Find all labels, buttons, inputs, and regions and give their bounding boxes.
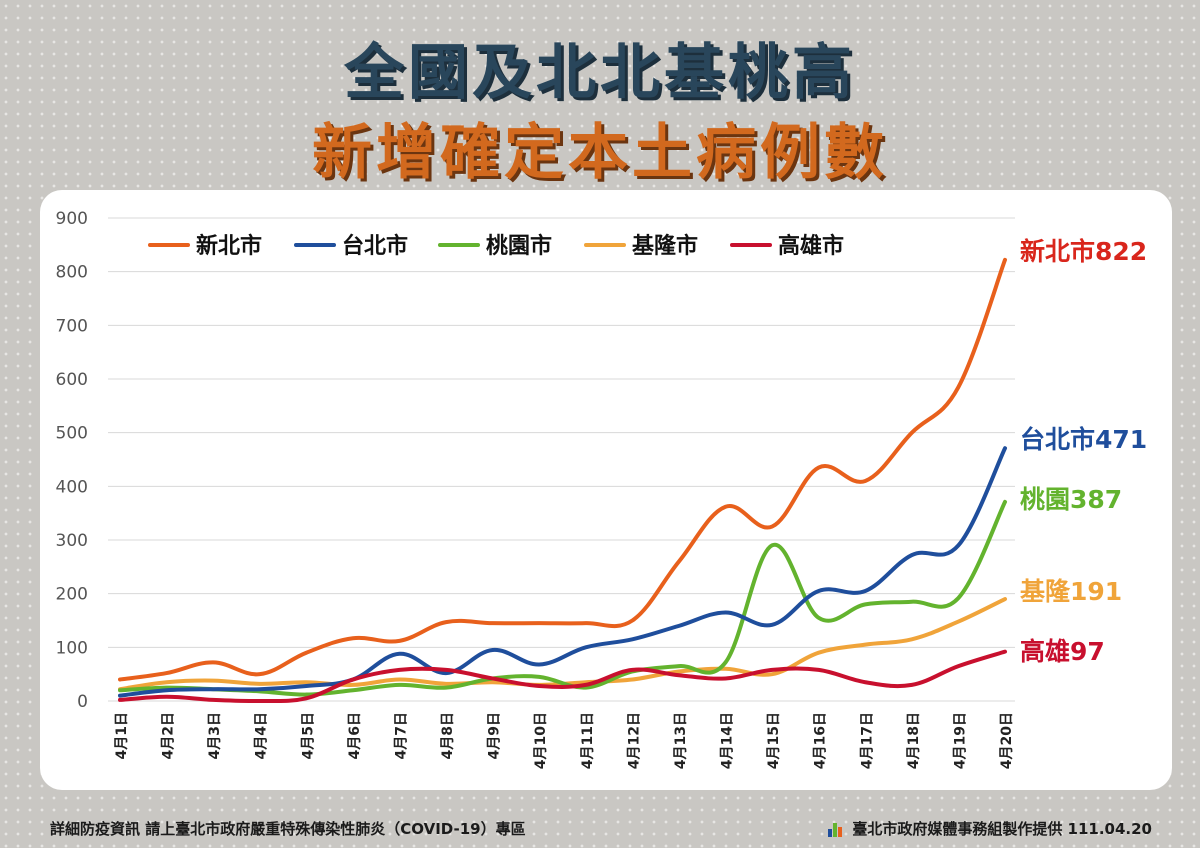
y-tick-label: 800 [56,263,88,283]
title-line-2: 新增確定本土病例數 [312,118,888,188]
x-tick-label: 4月2日 [161,712,177,759]
x-tick-label: 4月1日 [114,712,130,759]
x-tick-label: 4月18日 [906,712,922,769]
x-axis-labels: 4月1日 4月2日 4月3日 4月4日 4月5日 4月6日 4月7日 4月8日 4月9日 4月10… [114,712,1015,769]
y-tick-label: 600 [56,370,88,390]
end-label-2: 桃園387 [1020,485,1122,514]
x-tick-label: 4月15日 [766,712,782,769]
legend-label: 桃園市 [486,233,552,259]
x-tick-label: 4月16日 [813,712,829,769]
series-line-4 [118,649,1007,704]
y-tick-label: 0 [77,692,88,712]
legend-label: 新北市 [196,233,262,259]
x-tick-label: 4月14日 [720,712,736,769]
x-tick-label: 4月9日 [487,712,503,759]
series-line-0 [118,257,1007,682]
end-label-0: 新北市822 [1020,237,1147,266]
end-labels: 新北市822 台北市471 桃園387 基隆191 高雄97 [1020,237,1147,666]
y-tick-label: 700 [56,316,88,336]
y-tick-label: 200 [56,585,88,605]
title-line-1: 全國及北北基桃高 [344,38,856,108]
footer-credit-text: 臺北市政府媒體事務組製作提供 111.04.20 [852,820,1152,838]
x-tick-label: 4月6日 [347,712,363,759]
legend-item-1: 台北市 [294,233,408,259]
line-chart: 0 100 200 300 400 500 600 700 800 900 4月1日 4月2日 4月3… [56,209,1148,769]
x-tick-label: 4月10日 [533,712,549,769]
x-tick-label: 4月11日 [580,712,596,769]
x-tick-label: 4月7日 [393,712,409,759]
y-axis-labels: 0 100 200 300 400 500 600 700 800 900 [56,209,88,712]
legend-item-0: 新北市 [148,233,262,259]
y-tick-label: 500 [56,424,88,444]
x-tick-label: 4月4日 [254,712,270,759]
end-label-4: 高雄97 [1020,637,1105,666]
legend: 新北市 台北市 桃園市 基隆市 高雄市 [148,233,844,259]
y-tick-label: 100 [56,638,88,658]
x-tick-label: 4月13日 [673,712,689,769]
y-tick-label: 400 [56,477,88,497]
footer-source-text: 詳細防疫資訊 請上臺北市政府嚴重特殊傳染性肺炎（COVID-19）專區 [50,820,526,838]
x-tick-label: 4月20日 [999,712,1015,769]
legend-label: 台北市 [342,233,408,259]
legend-item-3: 基隆市 [584,233,698,259]
legend-item-4: 高雄市 [730,233,844,259]
series-line-2 [118,499,1007,697]
legend-label: 高雄市 [778,233,844,259]
end-label-3: 基隆191 [1020,577,1122,606]
grid-lines [108,217,1015,702]
footer-credit: 臺北市政府媒體事務組製作提供 111.04.20 [828,818,1152,839]
end-label-1: 台北市471 [1020,425,1147,454]
legend-label: 基隆市 [632,233,698,259]
chart-card: 0 100 200 300 400 500 600 700 800 900 4月1日 4月2日 4月3… [40,190,1172,790]
legend-item-2: 桃園市 [438,233,552,259]
taipei-logo-icon [828,821,846,837]
x-tick-label: 4月12日 [626,712,642,769]
x-tick-label: 4月5日 [300,712,316,759]
series-line-1 [118,446,1007,698]
y-tick-label: 900 [56,209,88,229]
x-tick-label: 4月19日 [952,712,968,769]
series-lines [118,257,1007,704]
y-tick-label: 300 [56,531,88,551]
x-tick-label: 4月17日 [859,712,875,769]
x-tick-label: 4月8日 [440,712,456,759]
x-tick-label: 4月3日 [207,712,223,759]
